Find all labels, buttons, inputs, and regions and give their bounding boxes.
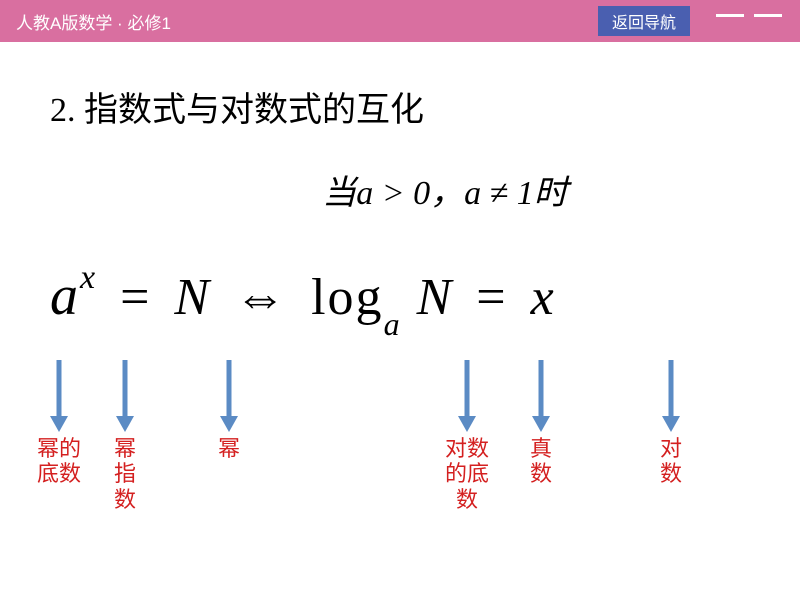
- down-arrow-icon: [452, 360, 482, 432]
- annotation-label: 幂指数: [100, 436, 150, 512]
- down-arrow-icon: [656, 360, 686, 432]
- dash-indicator: [716, 14, 744, 17]
- condition-var-a: a: [356, 175, 373, 212]
- main-equation: ax = N ⇔ loga N = x: [50, 264, 770, 333]
- eq-equals-1: =: [112, 269, 159, 326]
- annotation-arrow: 真数: [516, 360, 566, 487]
- down-arrow-icon: [110, 360, 140, 432]
- annotation-label: 真数: [516, 436, 566, 487]
- down-arrow-icon: [214, 360, 244, 432]
- return-nav-button[interactable]: 返回导航: [598, 6, 690, 36]
- condition-gt: > 0，: [373, 175, 464, 212]
- condition-text: 当a > 0，a ≠ 1时: [120, 165, 770, 214]
- slide-content: 2. 指数式与对数式的互化 当a > 0，a ≠ 1时 ax = N ⇔ log…: [0, 42, 800, 333]
- condition-neq: ≠ 1时: [481, 175, 568, 212]
- eq-N2: N: [417, 269, 454, 326]
- eq-N: N: [174, 269, 211, 326]
- eq-x2: x: [531, 269, 556, 326]
- annotation-arrow: 幂: [204, 360, 254, 461]
- annotation-arrow: 对数: [646, 360, 696, 487]
- down-arrow-icon: [526, 360, 556, 432]
- eq-log: log: [311, 269, 383, 326]
- eq-iff: ⇔: [226, 269, 296, 326]
- dash-indicator: [754, 14, 782, 17]
- annotation-label: 幂的底数: [34, 436, 84, 487]
- eq-equals-2: =: [468, 269, 515, 326]
- annotation-arrow: 幂的底数: [34, 360, 84, 487]
- down-arrow-icon: [44, 360, 74, 432]
- section-title: 2. 指数式与对数式的互化: [50, 82, 770, 131]
- annotation-arrow: 对数的底数: [442, 360, 492, 512]
- eq-base-a: a: [50, 265, 80, 327]
- eq-exponent-x: x: [80, 259, 97, 296]
- annotation-label: 对数: [646, 436, 696, 487]
- textbook-title: 人教A版数学 · 必修1: [16, 9, 171, 34]
- condition-prefix: 当: [322, 175, 356, 212]
- header-bar: 人教A版数学 · 必修1 返回导航: [0, 0, 800, 42]
- annotation-label: 对数的底数: [442, 436, 492, 512]
- eq-log-sub-a: a: [384, 306, 402, 342]
- pagination-dashes: [716, 14, 782, 17]
- annotation-arrow: 幂指数: [100, 360, 150, 512]
- annotation-label: 幂: [204, 436, 254, 461]
- condition-var-a2: a: [464, 175, 481, 212]
